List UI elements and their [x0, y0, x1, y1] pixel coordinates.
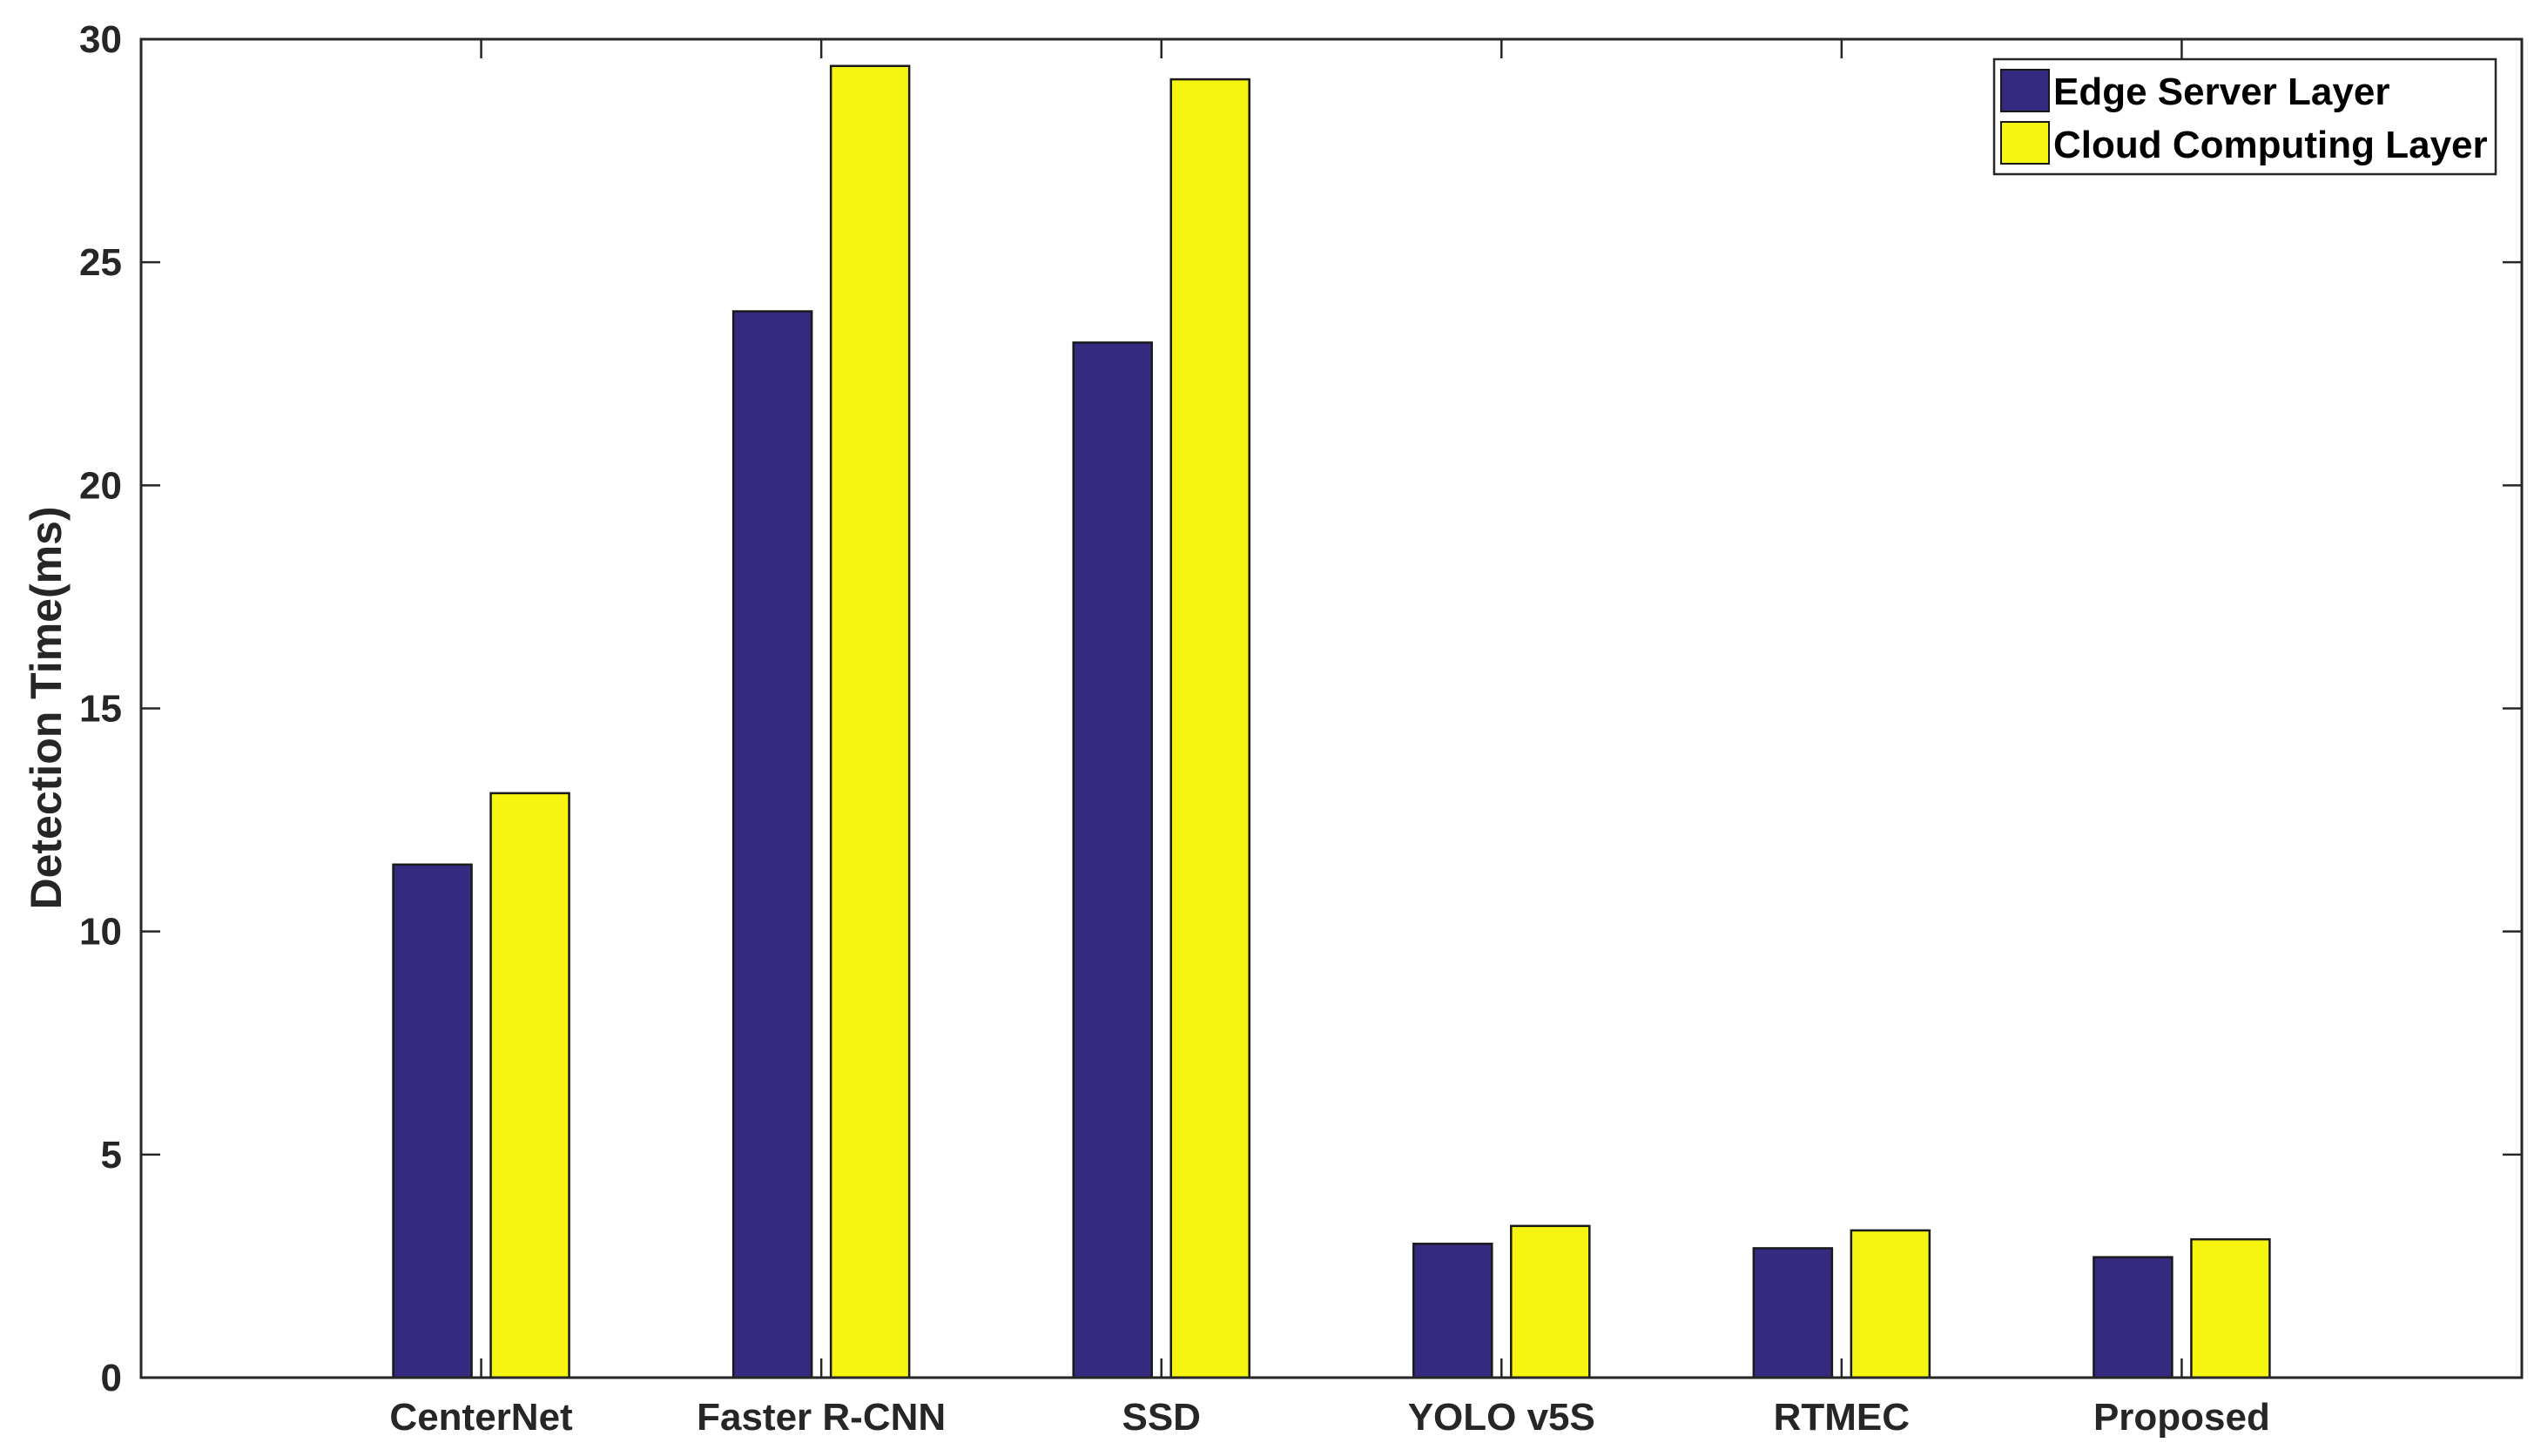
- y-tick-label-30: 30: [79, 18, 122, 61]
- x-tick-labels: CenterNet Faster R-CNN SSD YOLO v5S RTMEC Pro…: [389, 1396, 2269, 1439]
- x-tick-label-yolo-v5s: YOLO v5S: [1408, 1396, 1595, 1439]
- bar-cloud-computing-layer-proposed: [2190, 1237, 2271, 1379]
- bar-edge-server-layer-faster-r-cnn: [731, 310, 813, 1379]
- bar-cloud-computing-layer-yolo-v5s: [1510, 1224, 1591, 1379]
- y-tick-labels: 0 5 10 15 20 25 30: [79, 18, 122, 1399]
- y-tick-label-15: 15: [79, 688, 122, 731]
- legend: Edge Server Layer Cloud Computing Layer: [1992, 57, 2497, 176]
- plot-frame: [139, 37, 2524, 1379]
- bar-cloud-computing-layer-rtmec: [1850, 1229, 1931, 1379]
- bar-cloud-computing-layer-faster-r-cnn: [829, 64, 911, 1379]
- bar-edge-server-layer-proposed: [2093, 1256, 2173, 1379]
- y-tick-label-10: 10: [79, 911, 122, 954]
- y-axis-title: Detection Time(ms): [22, 506, 71, 909]
- legend-swatch-cloud-computing: [2000, 121, 2050, 165]
- y-tick-label-5: 5: [101, 1134, 122, 1176]
- legend-swatch-edge-server: [2000, 69, 2050, 112]
- x-tick-label-rtmec: RTMEC: [1774, 1396, 1910, 1439]
- bar-cloud-computing-layer-ssd: [1169, 78, 1250, 1379]
- bar-cloud-computing-layer-centernet: [489, 792, 570, 1379]
- y-tick-label-25: 25: [79, 241, 122, 284]
- bar-edge-server-layer-rtmec: [1752, 1247, 1834, 1379]
- x-tick-label-centernet: CenterNet: [389, 1396, 573, 1439]
- x-tick-label-ssd: SSD: [1122, 1396, 1200, 1439]
- y-tick-label-0: 0: [101, 1357, 122, 1399]
- x-tick-label-faster-r-cnn: Faster R-CNN: [697, 1396, 946, 1439]
- bar-edge-server-layer-ssd: [1072, 341, 1153, 1379]
- bars-layer: [392, 64, 2271, 1379]
- bar-edge-server-layer-yolo-v5s: [1412, 1243, 1493, 1379]
- bar-edge-server-layer-centernet: [392, 863, 473, 1379]
- legend-label-cloud-computing: Cloud Computing Layer: [2053, 124, 2488, 166]
- legend-label-edge-server: Edge Server Layer: [2053, 71, 2389, 113]
- legend-box: [1992, 57, 2497, 176]
- y-tick-label-20: 20: [79, 464, 122, 507]
- x-tick-label-proposed: Proposed: [2093, 1396, 2270, 1439]
